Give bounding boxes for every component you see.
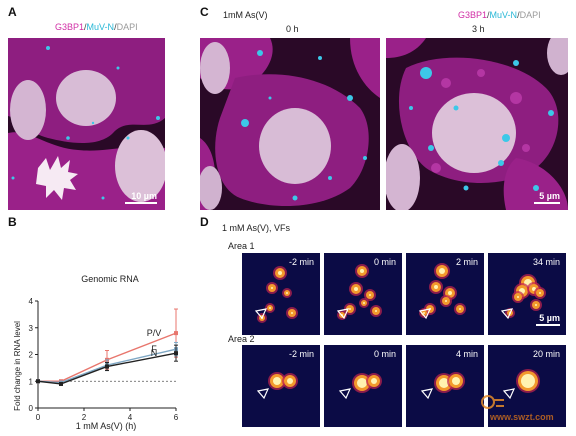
micrograph-c-3h: 5 µm [386, 38, 568, 210]
scale-bar-a [125, 202, 157, 204]
legend-g3bp1: G3BP1 [458, 10, 488, 20]
x-tick-label: 0 [36, 413, 41, 422]
panel-letter-b: B [8, 215, 17, 229]
panel-letter-a: A [8, 5, 17, 19]
time-label-c0: 0 h [286, 24, 299, 34]
chart-genomic-rna: Genomic RNA Fold change in RNA level 1 m… [13, 274, 179, 431]
area2-frame-image [406, 345, 484, 427]
frame-time-label: 20 min [532, 349, 560, 359]
area1-label: Area 1 [228, 241, 255, 251]
scale-bar-c [534, 202, 560, 204]
micrograph-c-0h [200, 38, 380, 210]
area2-frame-image [488, 345, 566, 427]
area2-frame-image [242, 345, 320, 427]
panel-letter-c: C [200, 5, 209, 19]
panel-letter-d: D [200, 215, 209, 229]
legend-sep: / [487, 10, 490, 20]
legend-dapi: DAPI [116, 22, 138, 32]
legend-a: G3BP1/MuV-N/DAPI [55, 22, 138, 32]
micrograph-a: 10 µm [8, 38, 165, 210]
series-label: N [151, 348, 158, 358]
legend-sep: / [84, 22, 87, 32]
condition-d: 1 mM As(V), VFs [222, 223, 291, 233]
y-tick-label: 0 [29, 404, 34, 413]
arrowhead-icon [420, 388, 434, 400]
legend-g3bp1: G3BP1 [55, 22, 85, 32]
legend-c: G3BP1/MuV-N/DAPI [458, 10, 541, 20]
area2-frame: -2 min [242, 345, 320, 427]
x-tick-label: 4 [128, 413, 133, 422]
time-label-c3: 3 h [472, 24, 485, 34]
x-tick-label: 2 [82, 413, 87, 422]
frame-time-label: -2 min [288, 349, 314, 359]
x-tick-label: 6 [174, 413, 179, 422]
y-tick-label: 1 [29, 377, 34, 386]
area1-frame-image [324, 253, 402, 335]
arrowhead-icon [502, 388, 516, 400]
area2-frame: 4 min [406, 345, 484, 427]
series-line-N [37, 352, 177, 385]
arrowhead-icon [418, 308, 432, 320]
y-tick-label: 2 [29, 351, 34, 360]
frame-time-label: 2 min [455, 257, 478, 267]
scale-label-a: 10 µm [131, 191, 157, 201]
scale-bar-d [536, 324, 560, 326]
area1-frame: 0 min [324, 253, 402, 335]
frame-time-label: 0 min [373, 257, 396, 267]
frame-time-label: 0 min [373, 349, 396, 359]
frame-time-label: 34 min [532, 257, 560, 267]
legend-sep: / [517, 10, 520, 20]
area1-frame-image [406, 253, 484, 335]
area1-frame: -2 min [242, 253, 320, 335]
series-label: P/V [147, 328, 162, 338]
arrowhead-icon [254, 308, 268, 320]
watermark-text: www.swzt.com [490, 412, 554, 422]
area2-label: Area 2 [228, 334, 255, 344]
area2-frame-image [324, 345, 402, 427]
area2-frame: 20 min [488, 345, 566, 427]
legend-muvn: MuV-N [489, 10, 518, 20]
scale-label-c: 5 µm [539, 191, 560, 201]
area1-frame: 34 min 5 µm [488, 253, 566, 335]
legend-sep: / [114, 22, 117, 32]
y-tick-label: 4 [29, 297, 34, 306]
watermark-mark [481, 395, 504, 409]
chart-title: Genomic RNA [81, 274, 139, 284]
data-point [59, 381, 63, 386]
chart-x-label: 1 mM As(V) (h) [76, 421, 137, 431]
area1-frame: 2 min [406, 253, 484, 335]
arrowhead-icon [500, 308, 514, 320]
data-point [105, 364, 109, 369]
arrowhead-icon [338, 388, 352, 400]
series-label: F [151, 344, 157, 354]
condition-c: 1mM As(V) [223, 10, 268, 20]
area2-frame: 0 min [324, 345, 402, 427]
arrowhead-icon [336, 308, 350, 320]
micrograph-c-3h-image [386, 38, 568, 210]
area1-frame-image [488, 253, 566, 335]
frame-time-label: -2 min [288, 257, 314, 267]
area1-frame-image [242, 253, 320, 335]
chart-y-label: Fold change in RNA level [13, 321, 22, 411]
y-tick-label: 3 [29, 324, 34, 333]
data-point [174, 351, 178, 356]
scale-label-d: 5 µm [539, 313, 560, 323]
data-point [174, 331, 178, 336]
frame-time-label: 4 min [455, 349, 478, 359]
arrowhead-icon [256, 388, 270, 400]
micrograph-a-image [8, 38, 165, 210]
micrograph-c-0h-image [200, 38, 380, 210]
data-point [36, 379, 40, 384]
legend-muvn: MuV-N [86, 22, 115, 32]
legend-dapi: DAPI [519, 10, 541, 20]
